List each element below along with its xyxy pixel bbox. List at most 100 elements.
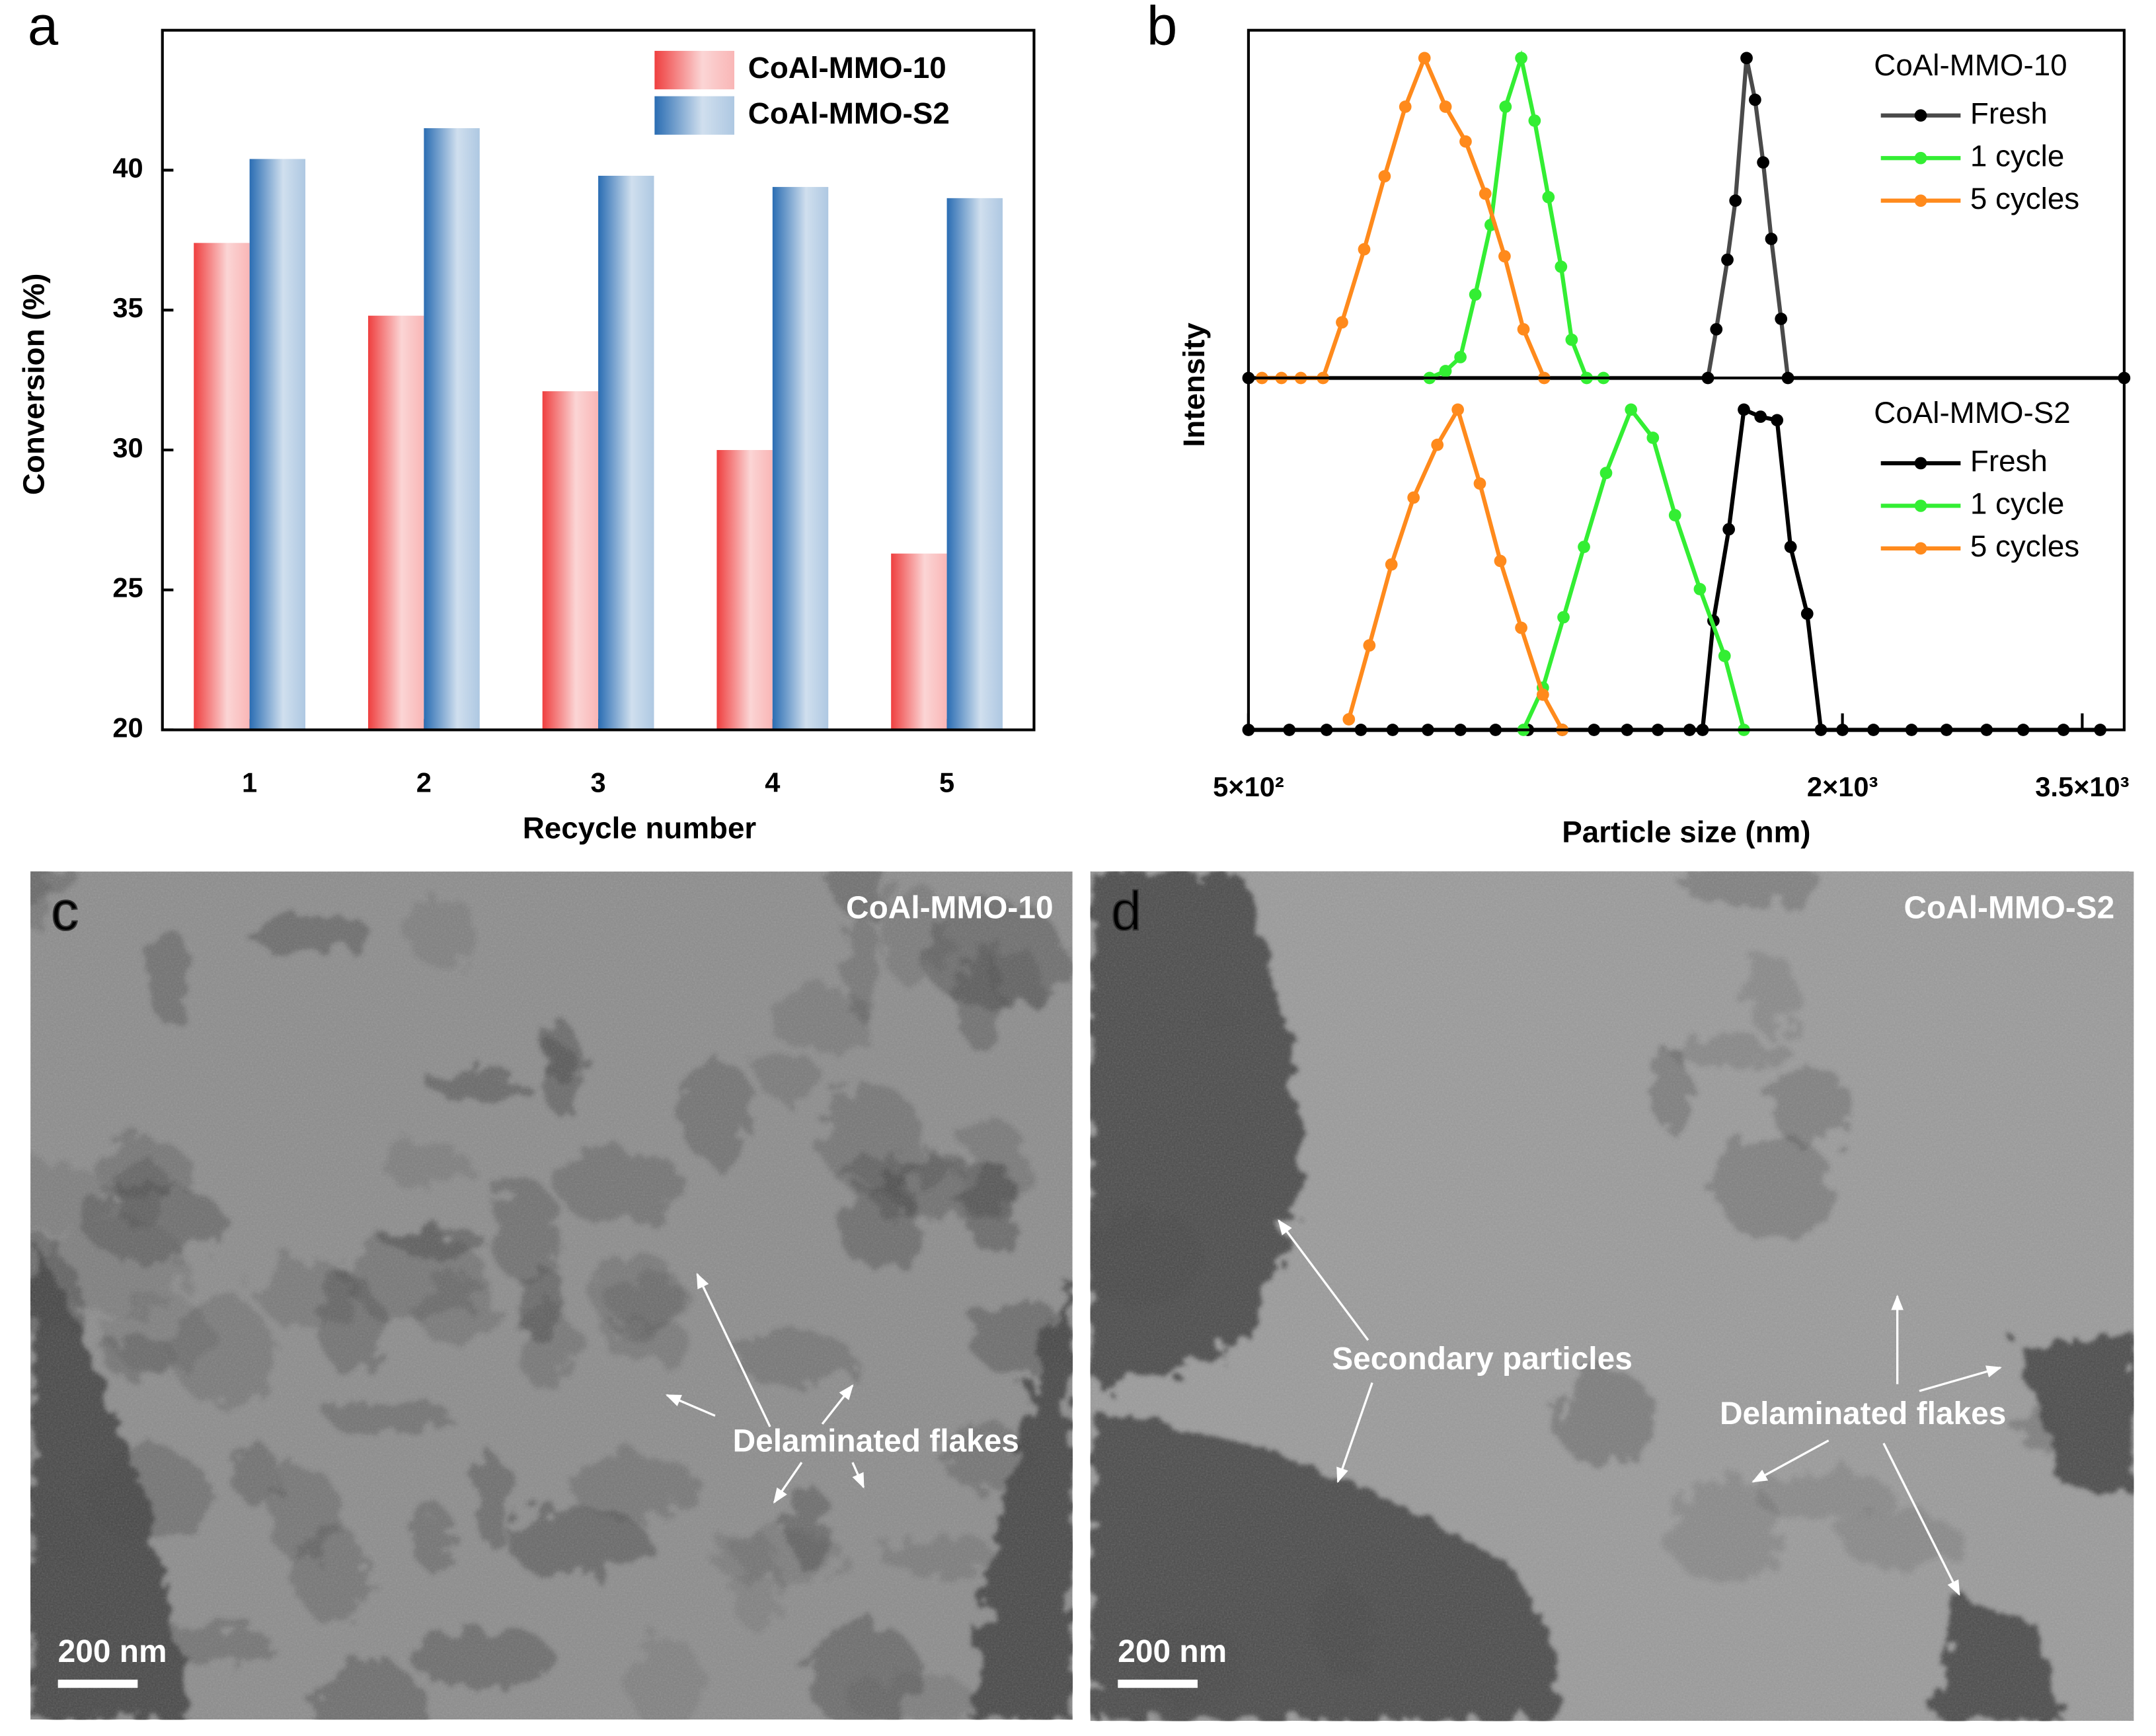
series-marker: [1418, 52, 1431, 65]
x-tick-label: 5×10²: [1213, 771, 1284, 802]
annotation: Secondary particles: [1332, 1341, 1633, 1377]
arrow: [821, 1384, 854, 1425]
legend-title: CoAl-MMO-10: [1874, 48, 2067, 82]
annotation: Delaminated flakes: [733, 1424, 1019, 1459]
legend-label: 5 cycles: [1970, 529, 2079, 563]
arrow: [773, 1462, 803, 1504]
legend-label: Fresh: [1970, 96, 2048, 130]
series-marker: [1336, 316, 1348, 329]
bar: [249, 159, 306, 730]
micrograph: [1090, 871, 2134, 1721]
series-marker: [1693, 583, 1707, 595]
arrow: [1752, 1439, 1829, 1483]
scale-bar: [1118, 1679, 1198, 1688]
series-marker: [1721, 253, 1734, 266]
series-marker: [1765, 233, 1778, 245]
y-axis-label: Intensity: [1177, 322, 1211, 447]
series-line: [1248, 57, 2124, 381]
x-tick-label: 1: [242, 767, 257, 798]
series-line: [1428, 50, 1603, 381]
series-marker: [1459, 135, 1472, 148]
bar: [772, 186, 829, 730]
series-marker: [1565, 333, 1578, 346]
panel-label: a: [28, 0, 59, 57]
y-tick-label: 40: [112, 152, 143, 183]
image-title: CoAl-MMO-10: [846, 891, 1054, 926]
series-line: [1521, 405, 1746, 731]
series-marker: [1528, 114, 1541, 127]
x-tick-label: 5: [939, 767, 954, 798]
bar: [716, 449, 773, 730]
arrow: [851, 1462, 865, 1489]
plot-frame: [1247, 376, 2126, 732]
series-marker: [1378, 170, 1391, 183]
series-marker: [1710, 322, 1723, 336]
series-marker: [1407, 491, 1420, 504]
bar: [367, 315, 424, 730]
arrow: [1919, 1365, 2002, 1392]
series-marker: [1784, 541, 1797, 553]
legend-title: CoAl-MMO-S2: [1874, 396, 2070, 430]
legend-marker: [1914, 500, 1927, 512]
series-marker: [1722, 523, 1736, 536]
arrow: [1336, 1382, 1373, 1484]
series-marker: [1740, 52, 1753, 65]
series-marker: [1775, 313, 1788, 325]
micrograph: [30, 871, 1073, 1720]
series-marker: [1738, 403, 1750, 416]
legend-marker: [1914, 457, 1927, 470]
series-marker: [1479, 187, 1492, 200]
plot-frame: [161, 28, 1036, 732]
series-marker: [1454, 351, 1467, 363]
series-marker: [1358, 243, 1371, 256]
series-marker: [1771, 414, 1784, 427]
legend-label: CoAl-MMO-S2: [748, 96, 950, 130]
legend-label: CoAl-MMO-10: [748, 51, 946, 85]
series-marker: [1399, 100, 1412, 113]
x-axis-label: Recycle number: [523, 811, 757, 845]
scale-bar: [58, 1679, 138, 1688]
legend-label: Fresh: [1970, 444, 2048, 478]
bar: [542, 391, 599, 730]
series-marker: [1749, 93, 1761, 106]
bar: [194, 243, 250, 730]
panel-label: c: [51, 880, 79, 942]
series-marker: [1494, 554, 1507, 568]
series-marker: [1515, 52, 1527, 65]
series-marker: [1718, 650, 1731, 663]
series-marker: [1473, 477, 1486, 490]
legend-label: 1 cycle: [1970, 139, 2064, 172]
series-marker: [1517, 322, 1530, 336]
legend-marker: [1914, 109, 1927, 122]
y-tick-label: 25: [112, 572, 143, 603]
legend-swatch: [654, 50, 735, 90]
series-marker: [1439, 100, 1452, 113]
scale-bar-label: 200 nm: [58, 1634, 167, 1669]
series-marker: [1754, 410, 1767, 423]
series-marker: [1469, 288, 1482, 301]
series-marker: [1499, 100, 1512, 113]
series-marker: [1515, 621, 1527, 634]
legend-marker: [1914, 542, 1927, 555]
grain: [30, 871, 1073, 1720]
x-tick-label: 2: [416, 767, 432, 798]
series-marker: [1646, 432, 1660, 444]
series-marker: [1729, 194, 1742, 207]
series-marker: [1557, 611, 1570, 624]
series-marker: [1385, 558, 1398, 571]
x-tick-label: 3.5×10³: [2035, 771, 2129, 802]
x-tick-label: 3: [591, 767, 606, 798]
series-marker: [1625, 403, 1638, 416]
series-marker: [1578, 541, 1590, 553]
arrow: [665, 1394, 716, 1417]
series-marker: [1363, 639, 1376, 652]
panel-label: d: [1111, 880, 1141, 942]
arrow: [1278, 1219, 1369, 1341]
bar: [598, 175, 654, 730]
legend-marker: [1914, 151, 1927, 165]
legend-marker: [1914, 194, 1927, 208]
series-marker: [1668, 509, 1681, 522]
series-marker: [1542, 190, 1555, 204]
